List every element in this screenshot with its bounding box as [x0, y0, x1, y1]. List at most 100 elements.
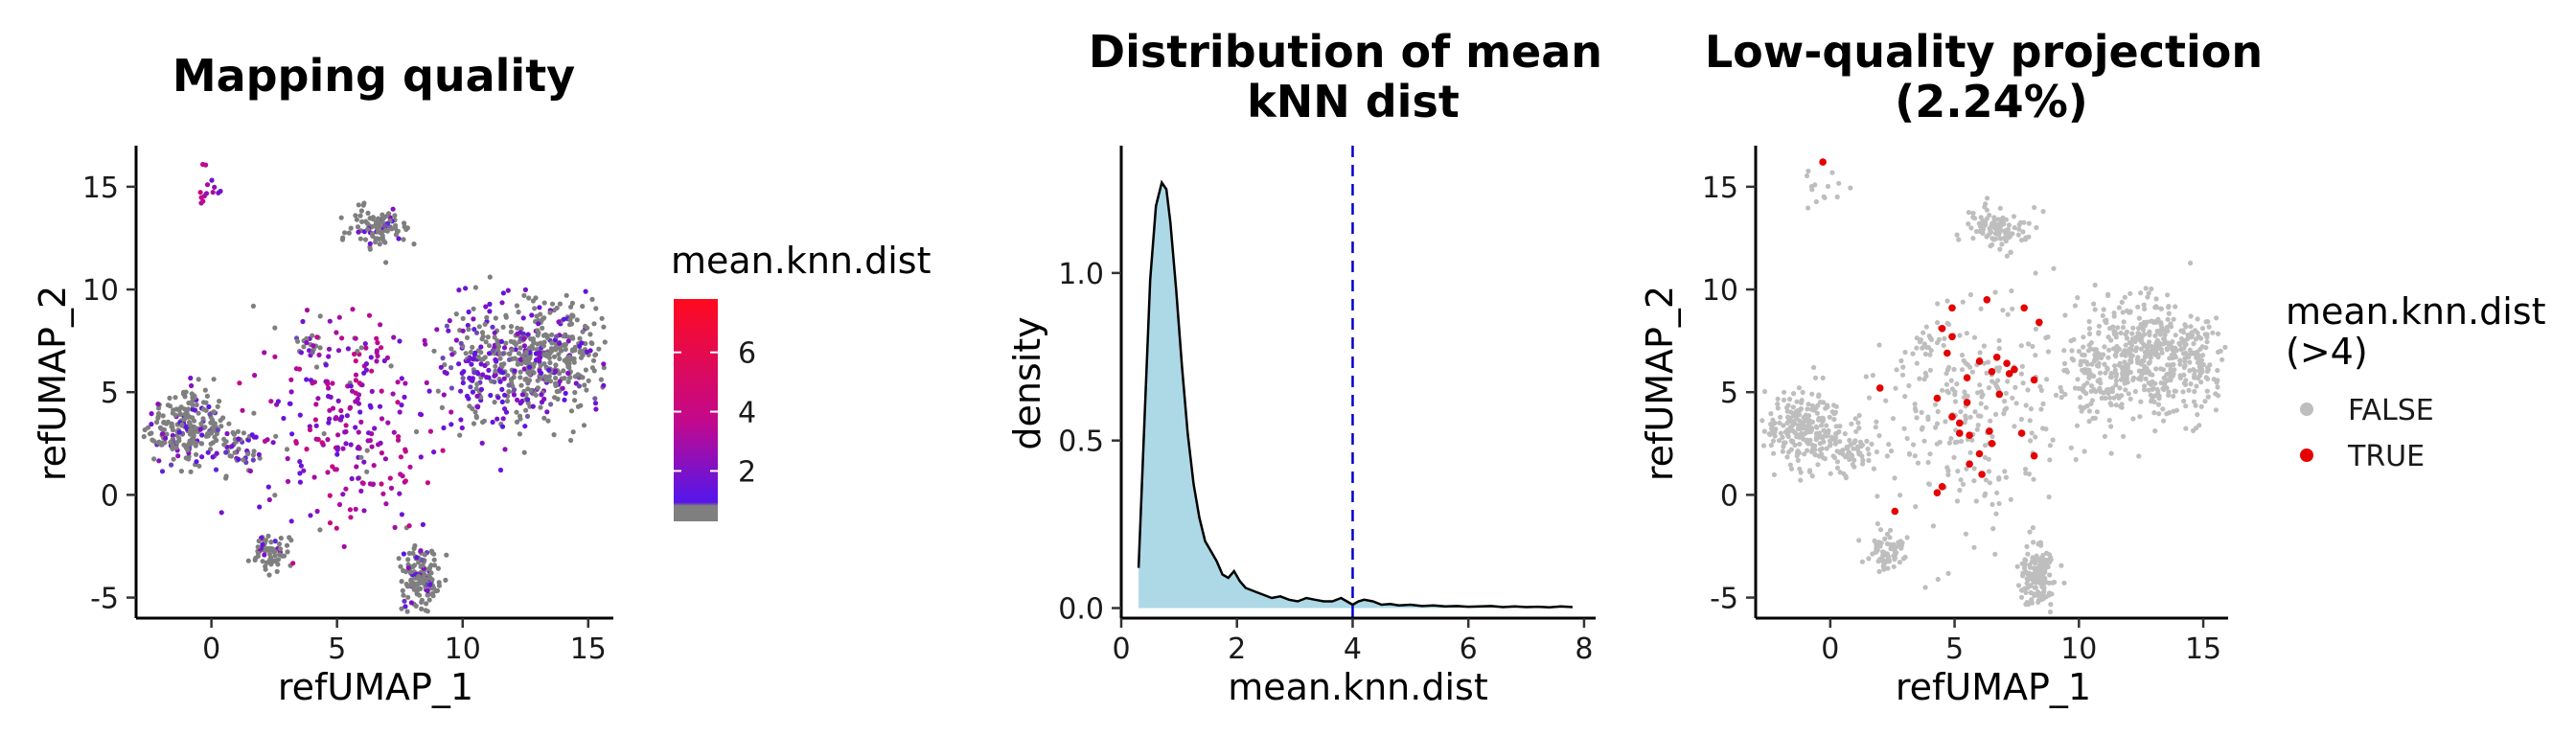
scatter-point-false — [1962, 420, 1967, 426]
scatter-point-false — [1948, 378, 1954, 383]
scatter-point — [155, 415, 161, 421]
scatter-point — [494, 358, 499, 364]
scatter-point — [186, 442, 192, 448]
scatter-point-false — [2188, 313, 2194, 319]
scatter-point — [394, 229, 401, 235]
scatter-point-false — [2170, 355, 2175, 361]
scatter-point-false — [2165, 362, 2171, 368]
scatter-point-false — [2102, 433, 2107, 439]
scatter-point-false — [2034, 224, 2039, 231]
scatter-point-false — [1825, 183, 1831, 190]
scatter-point-false — [2171, 393, 2176, 399]
scatter-point-false — [2043, 580, 2050, 586]
scatter-point — [426, 388, 432, 394]
scatter-point — [237, 380, 242, 386]
scatter-point-false — [2192, 388, 2197, 395]
scatter-point-false — [1906, 382, 1912, 389]
scatter-point-false — [2009, 288, 2014, 294]
scatter-point — [371, 463, 377, 469]
scatter-point-false — [1888, 527, 1894, 533]
scatter-point-false — [2028, 406, 2034, 412]
scatter-point — [379, 345, 384, 351]
scatter-point-false — [1966, 210, 1971, 216]
scatter-point-false — [1874, 494, 1880, 499]
scatter-point — [223, 475, 229, 481]
scatter-point — [501, 345, 508, 351]
scatter-point-false — [2210, 330, 2216, 335]
scatter-point — [553, 375, 559, 381]
scatter-point — [401, 551, 406, 557]
scatter-point — [272, 354, 278, 359]
scatter-point — [361, 370, 367, 376]
scatter-point — [194, 459, 199, 465]
scatter-point-false — [1954, 498, 1961, 504]
scatter-point-false — [1977, 350, 1983, 356]
scatter-point — [314, 334, 320, 340]
scatter-point-false — [2120, 325, 2127, 331]
scatter-point-false — [2033, 326, 2038, 332]
scatter-point-false — [2082, 448, 2087, 454]
scatter-point-false — [1787, 462, 1793, 468]
scatter-point-false — [1806, 420, 1811, 426]
scatter-point — [526, 295, 532, 301]
scatter-point-false — [1888, 448, 1895, 454]
scatter-point — [541, 415, 547, 421]
scatter-point — [188, 375, 194, 381]
scatter-point — [379, 388, 384, 394]
scatter-point — [387, 475, 393, 481]
scatter-point-false — [1882, 536, 1888, 542]
panel3-legend-title: mean.knn.dist (>4) — [2286, 290, 2558, 373]
scatter-point — [541, 361, 547, 367]
scatter-point — [410, 564, 416, 570]
scatter-point — [472, 352, 477, 357]
scatter-point-false — [1930, 523, 1936, 529]
scatter-point — [250, 303, 256, 309]
scatter-point — [255, 550, 262, 556]
scatter-point — [268, 399, 274, 404]
scatter-point-false — [1792, 430, 1798, 436]
scatter-point — [410, 583, 416, 589]
scatter-point-false — [1811, 364, 1817, 371]
scatter-point-false — [2019, 363, 2025, 369]
scatter-point — [374, 358, 380, 364]
scatter-point-false — [1809, 473, 1815, 479]
scatter-point-false — [1871, 466, 1876, 472]
scatter-point-false — [1927, 367, 1933, 373]
panel3-y-tick-label: 10 — [1702, 274, 1738, 308]
scatter-point-false — [1781, 397, 1787, 402]
scatter-point-false — [2029, 600, 2035, 606]
scatter-point — [149, 422, 154, 427]
scatter-point — [548, 346, 555, 352]
scatter-point-false — [2114, 349, 2120, 355]
scatter-point — [453, 337, 459, 343]
panel1-colorbar-ticks: 246 — [674, 337, 756, 489]
scatter-point — [466, 309, 472, 315]
scatter-point — [334, 525, 339, 531]
scatter-point — [499, 386, 505, 392]
scatter-point-false — [2028, 438, 2034, 444]
panel2-title-line1: Distribution of mean — [1089, 26, 1602, 78]
scatter-point-false — [1824, 446, 1829, 451]
scatter-point — [196, 377, 201, 382]
scatter-point — [203, 400, 209, 405]
scatter-point-false — [2155, 316, 2161, 322]
scatter-point-false — [2076, 385, 2082, 392]
scatter-point — [499, 399, 505, 404]
scatter-point — [541, 300, 547, 306]
scatter-point-false — [2153, 349, 2159, 355]
scatter-point-true — [1956, 429, 1964, 437]
scatter-point-false — [2018, 238, 2025, 243]
scatter-point-false — [1806, 402, 1811, 407]
scatter-point — [190, 402, 196, 408]
scatter-point — [418, 454, 424, 460]
scatter-point — [473, 330, 480, 335]
scatter-point-false — [2142, 343, 2148, 349]
scatter-point — [354, 464, 359, 470]
scatter-point — [458, 388, 464, 394]
scatter-point-false — [1946, 440, 1952, 446]
scatter-point — [293, 439, 299, 445]
scatter-point — [298, 463, 304, 469]
scatter-point — [543, 377, 550, 382]
scatter-point-false — [2003, 474, 2009, 480]
scatter-point — [521, 449, 527, 455]
